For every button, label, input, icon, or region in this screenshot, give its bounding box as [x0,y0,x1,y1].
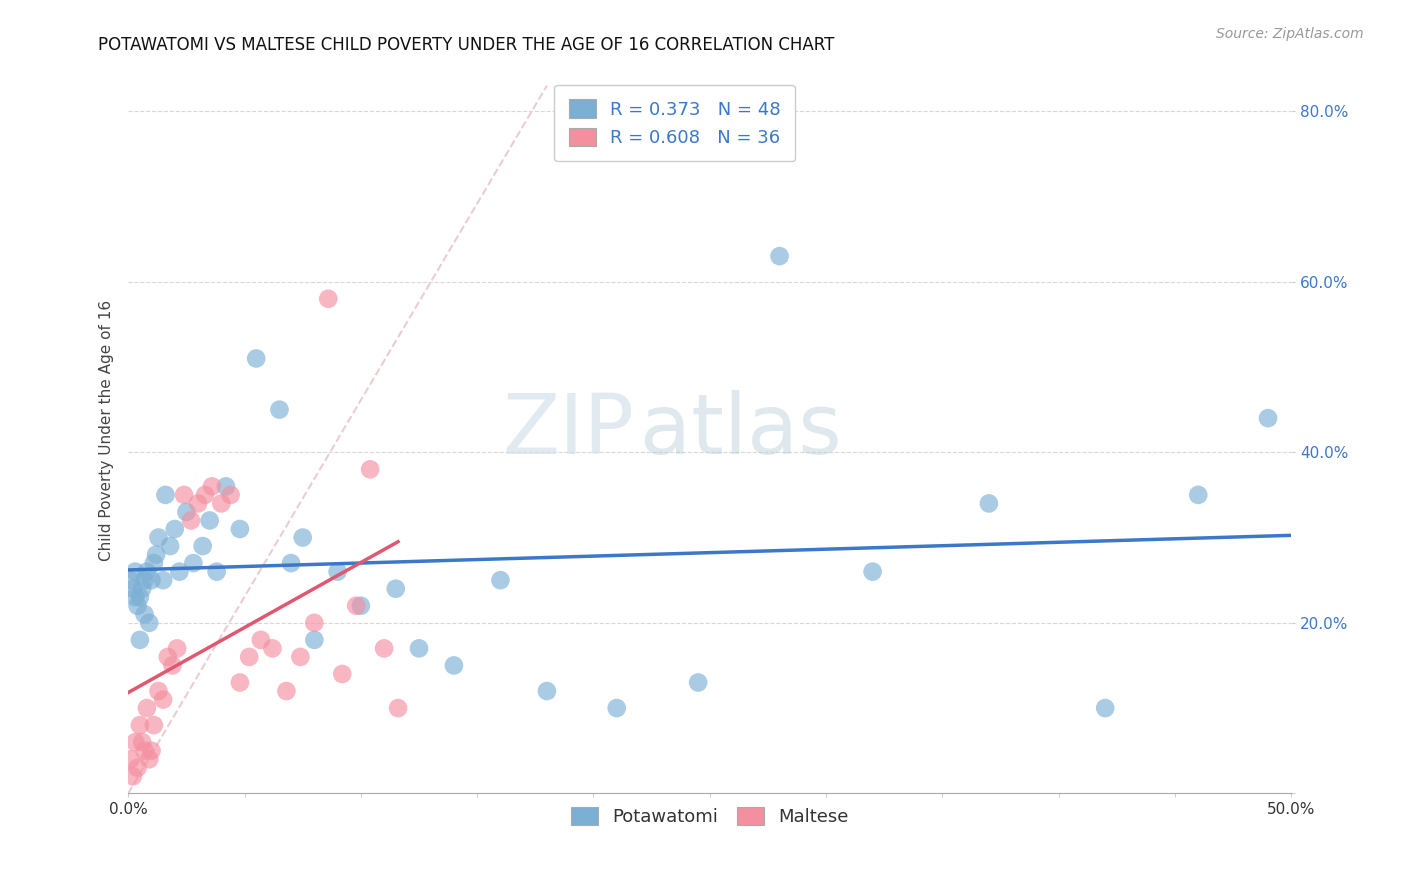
Text: Source: ZipAtlas.com: Source: ZipAtlas.com [1216,27,1364,41]
Y-axis label: Child Poverty Under the Age of 16: Child Poverty Under the Age of 16 [100,301,114,561]
Point [443,658,465,673]
Point [201,479,224,493]
Text: ZIP: ZIP [502,391,634,472]
Point [408,641,430,656]
Point [330,667,353,681]
Point [373,641,395,656]
Point [138,752,160,766]
Point [198,513,221,527]
Point [166,641,188,656]
Point [173,488,195,502]
Point [122,582,145,596]
Point [269,402,291,417]
Point [606,701,628,715]
Point [134,744,156,758]
Point [238,649,260,664]
Point [1094,701,1116,715]
Text: atlas: atlas [640,391,842,472]
Point [245,351,267,366]
Point [135,565,157,579]
Point [215,479,238,493]
Point [148,531,170,545]
Point [344,599,367,613]
Point [205,565,228,579]
Point [276,684,298,698]
Point [124,591,146,605]
Point [142,556,165,570]
Point [127,761,149,775]
Point [350,599,373,613]
Point [387,701,409,715]
Point [134,573,156,587]
Point [142,718,165,732]
Text: POTAWATOMI VS MALTESE CHILD POVERTY UNDER THE AGE OF 16 CORRELATION CHART: POTAWATOMI VS MALTESE CHILD POVERTY UNDE… [98,36,835,54]
Point [304,632,326,647]
Point [169,565,191,579]
Point [316,292,339,306]
Point [209,496,232,510]
Point [152,692,174,706]
Point [138,615,160,630]
Point [229,675,252,690]
Point [229,522,252,536]
Point [187,496,209,510]
Point [156,649,179,664]
Point [219,488,242,502]
Point [128,632,150,647]
Point [155,488,177,502]
Point [135,701,157,715]
Point [536,684,558,698]
Point [262,641,284,656]
Point [1257,411,1279,425]
Point [134,607,156,622]
Point [489,573,512,587]
Point [120,573,142,587]
Point [191,539,214,553]
Point [291,531,314,545]
Point [141,744,163,758]
Point [131,582,153,596]
Point [128,591,150,605]
Point [180,513,202,527]
Point [162,658,184,673]
Point [176,505,198,519]
Point [131,735,153,749]
Point [359,462,381,476]
Point [183,556,205,570]
Point [128,718,150,732]
Legend: Potawatomi, Maltese: Potawatomi, Maltese [562,797,858,835]
Point [124,735,146,749]
Point [122,769,145,783]
Point [152,573,174,587]
Point [159,539,181,553]
Point [977,496,1000,510]
Point [326,565,349,579]
Point [290,649,312,664]
Point [688,675,710,690]
Point [127,599,149,613]
Point [1187,488,1209,502]
Point [124,565,146,579]
Point [148,684,170,698]
Point [384,582,406,596]
Point [120,752,142,766]
Point [768,249,790,263]
Point [304,615,326,630]
Point [163,522,186,536]
Point [145,548,167,562]
Point [194,488,217,502]
Point [250,632,273,647]
Point [280,556,302,570]
Point [862,565,884,579]
Point [141,573,163,587]
